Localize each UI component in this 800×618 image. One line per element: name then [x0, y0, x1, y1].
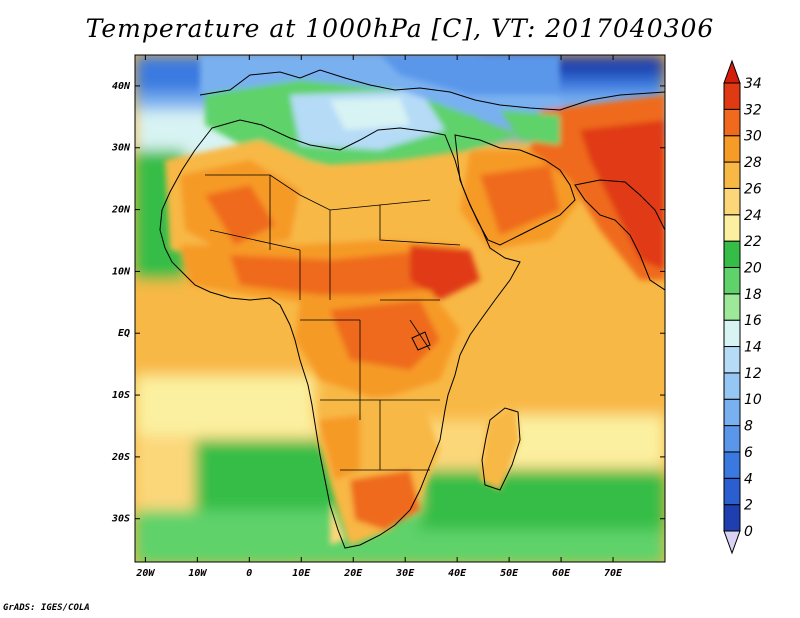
coastlines	[159, 69, 665, 549]
colorbar-swatch	[723, 187, 741, 216]
colorbar-label: 34	[744, 76, 762, 92]
colorbar-label: 30	[744, 129, 762, 145]
colorbar-swatch	[723, 293, 741, 321]
colorbar-label: 10	[744, 392, 762, 408]
colorbar-label: 14	[744, 340, 762, 356]
colorbar-swatch	[723, 504, 741, 532]
europe-coastline	[199, 69, 665, 111]
colorbar-swatch	[723, 346, 741, 374]
y-tick-label: 40N	[112, 81, 131, 92]
x-tick-label: 10W	[188, 568, 207, 579]
colorbar-label: 2	[744, 498, 753, 514]
y-tick-label: 30S	[111, 514, 130, 525]
colorbar-label: 12	[744, 366, 762, 382]
colorbar-label: 4	[744, 471, 753, 487]
colorbar-swatch	[723, 214, 741, 242]
colorbar-label: 6	[744, 445, 753, 461]
colorbar-min-arrow	[723, 530, 741, 555]
x-tick-label: 30E	[395, 568, 415, 579]
x-tick-label: 70E	[604, 568, 623, 579]
map-title: Temperature at 1000hPa [C], VT: 20170403…	[85, 14, 715, 43]
colorbar-swatch	[723, 82, 741, 110]
x-tick-label: 50E	[500, 568, 519, 579]
y-tick-label: EQ	[118, 328, 130, 339]
map-frame	[134, 54, 666, 563]
x-tick-label: 10E	[292, 568, 311, 579]
colorbar-swatch	[723, 477, 741, 506]
x-tick-label: 20W	[135, 568, 155, 579]
colorbar-swatch	[723, 319, 741, 348]
x-axis: 20W 10W 0 10E 20E 30E 40E 50E 60E 70E	[135, 55, 623, 579]
colorbar-swatch	[723, 398, 741, 427]
colorbar-label: 20	[744, 260, 762, 276]
colorbar-swatch	[723, 372, 741, 400]
y-tick-label: 20S	[111, 452, 130, 463]
colorbar-swatch	[723, 425, 741, 453]
y-tick-label: 10N	[112, 266, 131, 277]
x-tick-label: 60E	[552, 568, 571, 579]
africa-coastline	[159, 119, 521, 549]
colorbar-label: 32	[744, 102, 762, 118]
india-coastline	[574, 179, 665, 291]
colorbar-label: 28	[744, 155, 762, 171]
colorbar-label: 22	[744, 234, 762, 250]
colorbar-label: 0	[744, 524, 753, 540]
lake-victoria	[411, 331, 431, 351]
colorbar-swatch	[723, 266, 741, 295]
y-axis: 40N 30N 20N 10N EQ 10S 20S 30S	[111, 81, 665, 525]
colorbar-label: 8	[744, 419, 753, 435]
colorbar-label: 24	[744, 208, 762, 224]
x-tick-label: 20E	[343, 568, 363, 579]
colorbar-swatch	[723, 451, 741, 479]
x-tick-label: 0	[246, 568, 252, 579]
colorbar-swatch	[723, 135, 741, 163]
madagascar-coastline	[481, 407, 521, 491]
y-tick-label: 20N	[111, 205, 131, 216]
colorbar-label: 26	[744, 181, 762, 197]
y-tick-label: 10S	[112, 390, 130, 401]
colorbar-swatch	[723, 240, 741, 268]
colorbar-label: 16	[744, 313, 762, 329]
colorbar-swatch	[723, 161, 741, 189]
x-tick-label: 40E	[448, 568, 467, 579]
arabia-coastline	[454, 134, 576, 246]
y-tick-label: 30N	[111, 143, 131, 154]
colorbar-max-arrow	[723, 59, 741, 84]
colorbar-swatch	[723, 108, 741, 137]
temperature-field	[135, 55, 665, 562]
credit-text: GrADS: IGES/COLA	[3, 603, 90, 613]
border-lines	[205, 174, 461, 471]
colorbar-label: 18	[744, 287, 762, 303]
